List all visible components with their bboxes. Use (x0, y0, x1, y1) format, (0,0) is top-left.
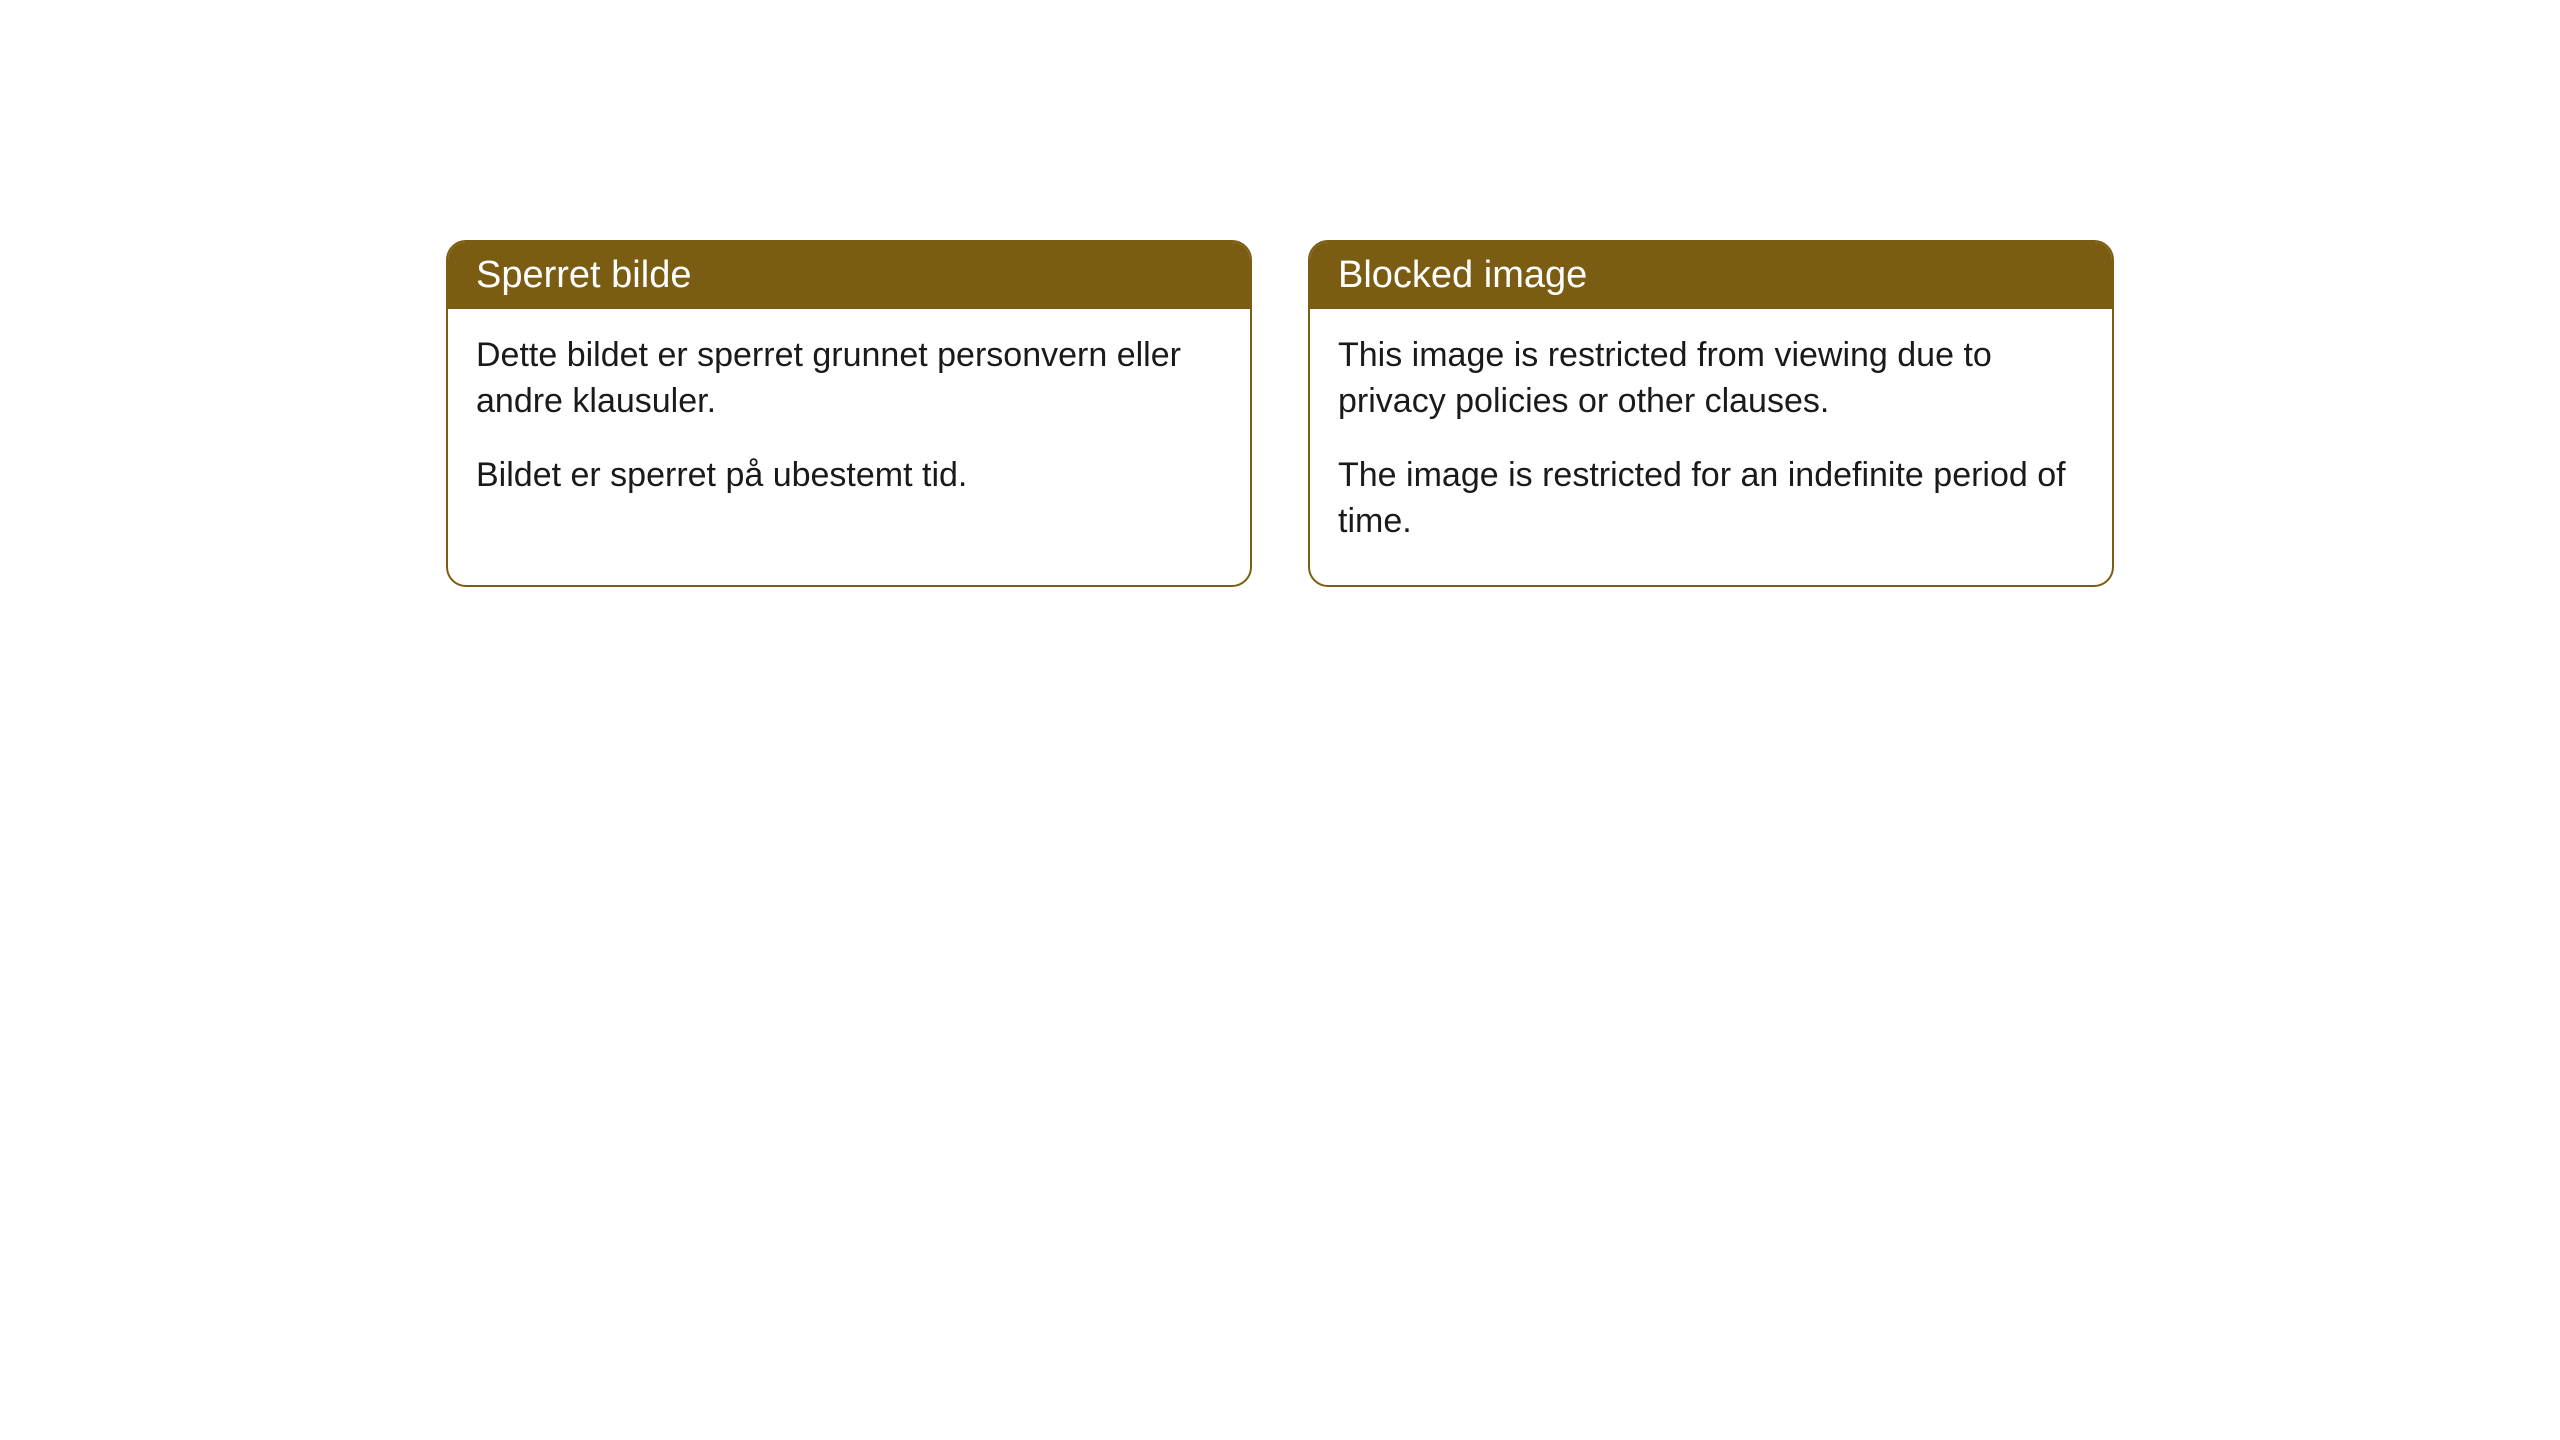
card-header: Sperret bilde (448, 242, 1250, 309)
card-title: Sperret bilde (476, 254, 691, 296)
card-header: Blocked image (1310, 242, 2112, 309)
card-paragraph-2: The image is restricted for an indefinit… (1338, 453, 2084, 545)
card-paragraph-2: Bildet er sperret på ubestemt tid. (476, 453, 1222, 499)
notice-card-norwegian: Sperret bilde Dette bildet er sperret gr… (446, 240, 1252, 587)
card-paragraph-1: This image is restricted from viewing du… (1338, 333, 2084, 425)
card-paragraph-1: Dette bildet er sperret grunnet personve… (476, 333, 1222, 425)
notice-card-english: Blocked image This image is restricted f… (1308, 240, 2114, 587)
card-title: Blocked image (1338, 254, 1587, 296)
card-body: This image is restricted from viewing du… (1310, 309, 2112, 585)
notice-cards-container: Sperret bilde Dette bildet er sperret gr… (446, 240, 2114, 587)
card-body: Dette bildet er sperret grunnet personve… (448, 309, 1250, 539)
